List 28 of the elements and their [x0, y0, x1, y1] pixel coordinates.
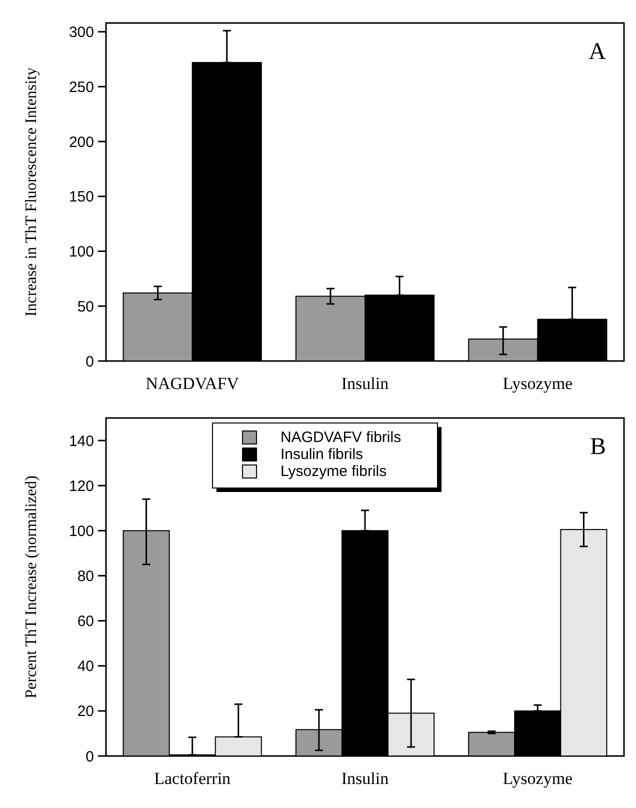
x-tick-label: Insulin	[341, 374, 390, 393]
y-tick-label: 20	[77, 703, 94, 720]
x-tick-label: Insulin	[341, 769, 390, 788]
y-axis-title: Percent ThT Increase (normalized)	[23, 476, 40, 698]
x-tick-label: Lactoferrin	[154, 769, 232, 788]
y-tick-label: 50	[77, 298, 94, 316]
annotation: A	[588, 39, 607, 65]
y-tick-label: 150	[68, 188, 94, 206]
y-tick-label: 80	[77, 568, 94, 585]
y-axis-title: Increase in ThT Fluorescence Intensity	[23, 67, 40, 317]
legend-label: NAGDVAFV fibrils	[280, 429, 402, 446]
y-tick-label: 120	[68, 478, 94, 495]
y-tick-label: 0	[86, 353, 94, 370]
y-tick-label: 0	[86, 748, 94, 766]
y-tick-label: 100	[68, 522, 94, 540]
y-tick-label: 300	[68, 24, 94, 42]
y-tick-label: 200	[68, 134, 94, 151]
y-tick-label: 140	[68, 432, 94, 450]
y-tick-label: 60	[77, 613, 94, 630]
legend-label: Insulin fibrils	[280, 446, 364, 463]
y-tick-label: 250	[68, 78, 94, 96]
annotation: B	[590, 434, 606, 460]
x-tick-label: Lysozyme	[502, 374, 573, 393]
x-tick-label: Lysozyme	[502, 769, 573, 788]
y-tick-label: 40	[77, 658, 94, 676]
y-tick-label: 100	[68, 244, 94, 261]
legend-label: Lysozyme fibrils	[280, 463, 387, 480]
x-tick-label: NAGDVAFV	[146, 374, 240, 393]
